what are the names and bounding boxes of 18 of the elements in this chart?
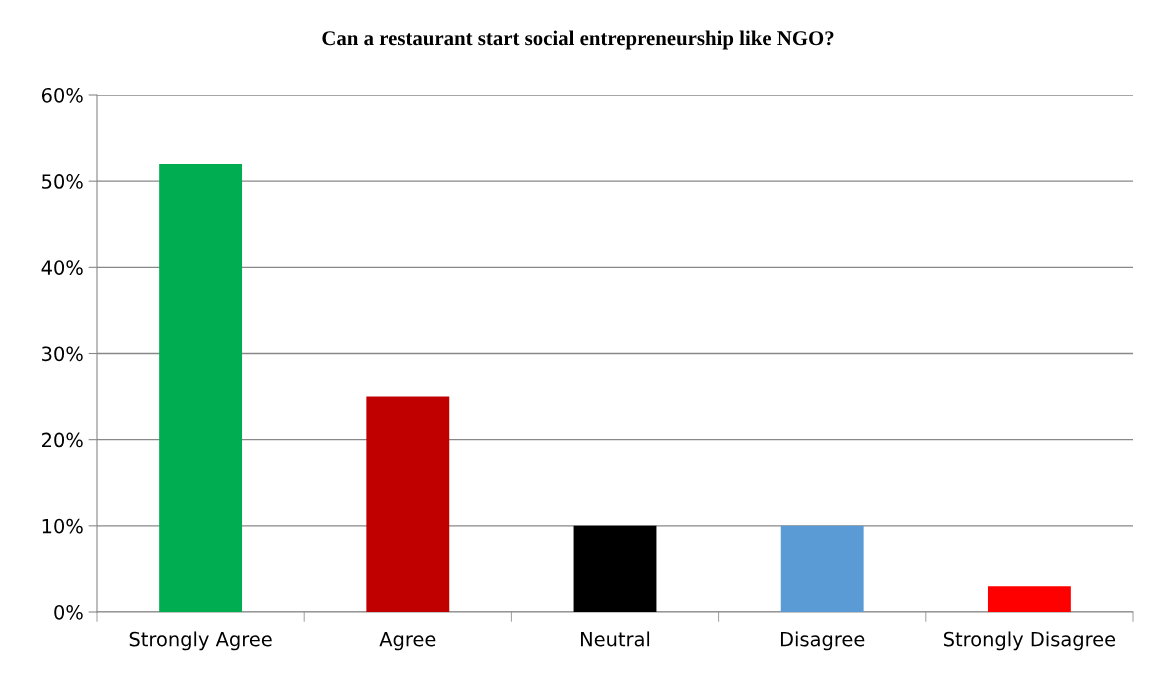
y-tick-label: 20%	[42, 432, 83, 448]
y-tick-label: 40%	[41, 260, 83, 275]
bar	[573, 525, 657, 612]
y-tick-label: 60%	[41, 87, 83, 103]
x-tick-label: Disagree	[780, 631, 865, 651]
x-tick-label: Neutral	[581, 631, 650, 647]
x-tick-label: Strongly Disagree	[943, 631, 1116, 651]
bar	[366, 396, 450, 612]
bar	[159, 163, 243, 612]
y-tick-label: 0%	[54, 604, 83, 620]
bar	[987, 586, 1071, 612]
y-tick-label: 10%	[42, 518, 83, 534]
y-tick-label: 50%	[42, 174, 83, 189]
x-tick-label: Strongly Agree	[129, 631, 272, 651]
bar	[780, 525, 864, 612]
y-tick-label: 30%	[42, 346, 83, 362]
chart-title: Can a restaurant start social entrepreneurship like NGO?	[322, 30, 834, 50]
x-tick-label: Agree	[379, 632, 436, 651]
